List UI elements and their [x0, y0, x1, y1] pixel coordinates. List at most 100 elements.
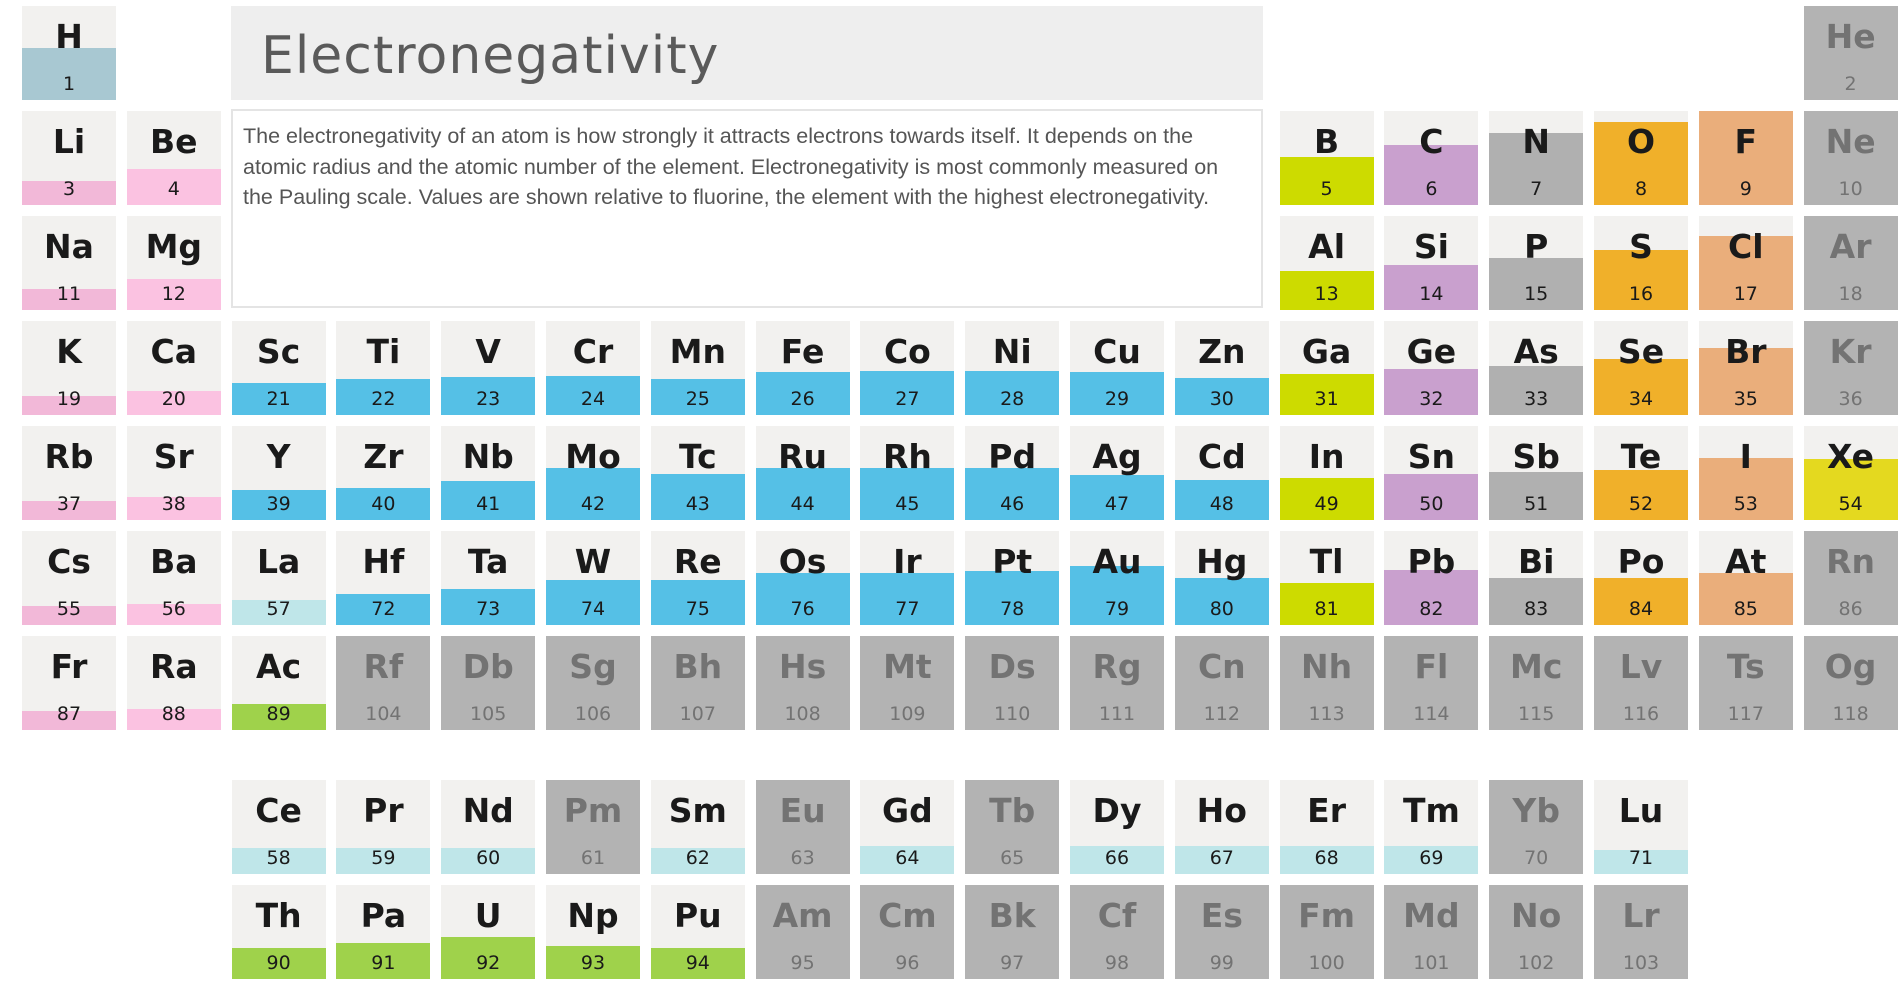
element-pu[interactable]: Pu 94	[650, 885, 745, 979]
element-ru[interactable]: Ru 44	[755, 426, 850, 520]
element-cm[interactable]: Cm 96	[860, 885, 955, 979]
element-v[interactable]: V 23	[441, 321, 536, 415]
element-sm[interactable]: Sm 62	[650, 780, 745, 874]
element-pm[interactable]: Pm 61	[546, 780, 640, 874]
element-bh[interactable]: Bh 107	[650, 636, 745, 730]
element-zr[interactable]: Zr 40	[336, 426, 431, 520]
element-na[interactable]: Na 11	[22, 216, 116, 310]
element-in[interactable]: In 49	[1279, 426, 1374, 520]
element-mc[interactable]: Mc 115	[1489, 636, 1584, 730]
element-yb[interactable]: Yb 70	[1489, 780, 1584, 874]
element-au[interactable]: Au 79	[1070, 531, 1164, 625]
element-hs[interactable]: Hs 108	[755, 636, 850, 730]
element-es[interactable]: Es 99	[1174, 885, 1269, 979]
element-pb[interactable]: Pb 82	[1384, 531, 1479, 625]
element-ba[interactable]: Ba 56	[126, 531, 221, 625]
element-ts[interactable]: Ts 117	[1698, 636, 1793, 730]
element-gd[interactable]: Gd 64	[860, 780, 955, 874]
element-ce[interactable]: Ce 58	[231, 780, 326, 874]
element-pa[interactable]: Pa 91	[336, 885, 431, 979]
element-fr[interactable]: Fr 87	[22, 636, 116, 730]
element-os[interactable]: Os 76	[755, 531, 850, 625]
element-dy[interactable]: Dy 66	[1070, 780, 1164, 874]
element-pd[interactable]: Pd 46	[965, 426, 1060, 520]
element-ca[interactable]: Ca 20	[126, 321, 221, 415]
element-p[interactable]: P 15	[1489, 216, 1584, 310]
element-er[interactable]: Er 68	[1279, 780, 1374, 874]
element-fe[interactable]: Fe 26	[755, 321, 850, 415]
element-xe[interactable]: Xe 54	[1803, 426, 1898, 520]
element-nd[interactable]: Nd 60	[441, 780, 536, 874]
element-pr[interactable]: Pr 59	[336, 780, 431, 874]
element-cf[interactable]: Cf 98	[1070, 885, 1164, 979]
element-bi[interactable]: Bi 83	[1489, 531, 1584, 625]
element-rh[interactable]: Rh 45	[860, 426, 955, 520]
element-cr[interactable]: Cr 24	[546, 321, 640, 415]
element-ni[interactable]: Ni 28	[965, 321, 1060, 415]
element-tm[interactable]: Tm 69	[1384, 780, 1479, 874]
element-kr[interactable]: Kr 36	[1803, 321, 1898, 415]
element-np[interactable]: Np 93	[546, 885, 640, 979]
element-as[interactable]: As 33	[1489, 321, 1584, 415]
element-rf[interactable]: Rf 104	[336, 636, 431, 730]
element-mn[interactable]: Mn 25	[650, 321, 745, 415]
element-hf[interactable]: Hf 72	[336, 531, 431, 625]
element-mo[interactable]: Mo 42	[546, 426, 640, 520]
element-co[interactable]: Co 27	[860, 321, 955, 415]
element-tb[interactable]: Tb 65	[965, 780, 1060, 874]
element-lu[interactable]: Lu 71	[1594, 780, 1688, 874]
element-i[interactable]: I 53	[1698, 426, 1793, 520]
element-ne[interactable]: Ne 10	[1803, 111, 1898, 205]
element-rb[interactable]: Rb 37	[22, 426, 116, 520]
element-la[interactable]: La 57	[231, 531, 326, 625]
element-pt[interactable]: Pt 78	[965, 531, 1060, 625]
element-cs[interactable]: Cs 55	[22, 531, 116, 625]
element-nh[interactable]: Nh 113	[1279, 636, 1374, 730]
element-ra[interactable]: Ra 88	[126, 636, 221, 730]
element-w[interactable]: W 74	[546, 531, 640, 625]
element-ds[interactable]: Ds 110	[965, 636, 1060, 730]
element-bk[interactable]: Bk 97	[965, 885, 1060, 979]
element-fl[interactable]: Fl 114	[1384, 636, 1479, 730]
element-k[interactable]: K 19	[22, 321, 116, 415]
element-cl[interactable]: Cl 17	[1698, 216, 1793, 310]
element-cn[interactable]: Cn 112	[1174, 636, 1269, 730]
element-tl[interactable]: Tl 81	[1279, 531, 1374, 625]
element-nb[interactable]: Nb 41	[441, 426, 536, 520]
element-ac[interactable]: Ac 89	[231, 636, 326, 730]
element-br[interactable]: Br 35	[1698, 321, 1793, 415]
element-sr[interactable]: Sr 38	[126, 426, 221, 520]
element-re[interactable]: Re 75	[650, 531, 745, 625]
element-tc[interactable]: Tc 43	[650, 426, 745, 520]
element-md[interactable]: Md 101	[1384, 885, 1479, 979]
element-lr[interactable]: Lr 103	[1594, 885, 1688, 979]
element-s[interactable]: S 16	[1594, 216, 1688, 310]
element-th[interactable]: Th 90	[231, 885, 326, 979]
element-sn[interactable]: Sn 50	[1384, 426, 1479, 520]
element-rn[interactable]: Rn 86	[1803, 531, 1898, 625]
element-mg[interactable]: Mg 12	[126, 216, 221, 310]
element-zn[interactable]: Zn 30	[1174, 321, 1269, 415]
element-no[interactable]: No 102	[1489, 885, 1584, 979]
element-ga[interactable]: Ga 31	[1279, 321, 1374, 415]
element-u[interactable]: U 92	[441, 885, 536, 979]
element-si[interactable]: Si 14	[1384, 216, 1479, 310]
element-sc[interactable]: Sc 21	[231, 321, 326, 415]
element-ir[interactable]: Ir 77	[860, 531, 955, 625]
element-ar[interactable]: Ar 18	[1803, 216, 1898, 310]
element-ag[interactable]: Ag 47	[1070, 426, 1164, 520]
element-he[interactable]: He 2	[1803, 6, 1898, 100]
element-hg[interactable]: Hg 80	[1174, 531, 1269, 625]
element-at[interactable]: At 85	[1698, 531, 1793, 625]
element-mt[interactable]: Mt 109	[860, 636, 955, 730]
element-og[interactable]: Og 118	[1803, 636, 1898, 730]
element-lv[interactable]: Lv 116	[1594, 636, 1688, 730]
element-li[interactable]: Li 3	[22, 111, 116, 205]
element-fm[interactable]: Fm 100	[1279, 885, 1374, 979]
